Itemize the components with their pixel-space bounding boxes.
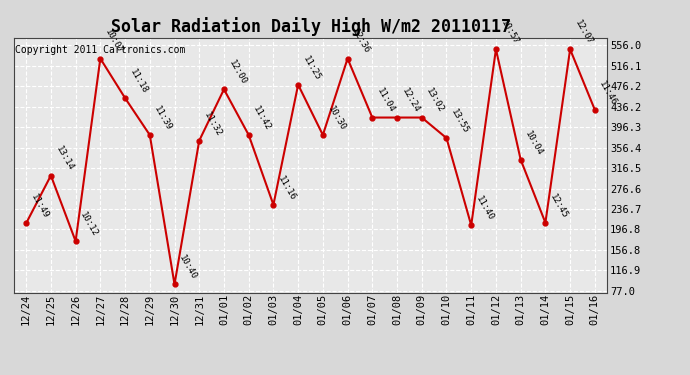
Text: 10:04: 10:04 [524, 129, 544, 157]
Text: 10:30: 10:30 [326, 104, 347, 132]
Title: Solar Radiation Daily High W/m2 20110117: Solar Radiation Daily High W/m2 20110117 [110, 17, 511, 36]
Text: 11:25: 11:25 [301, 54, 322, 82]
Text: 12:24: 12:24 [400, 87, 421, 115]
Text: 10:12: 10:12 [79, 211, 99, 238]
Text: 11:18: 11:18 [128, 68, 149, 95]
Text: 12:07: 12:07 [573, 19, 594, 46]
Text: 11:49: 11:49 [29, 193, 50, 220]
Text: 12:00: 12:00 [227, 59, 248, 87]
Text: 12:36: 12:36 [351, 28, 372, 56]
Text: 11:46: 11:46 [598, 79, 619, 107]
Text: 11:16: 11:16 [276, 174, 297, 202]
Text: 13:55: 13:55 [449, 108, 471, 135]
Text: 13:14: 13:14 [54, 145, 75, 173]
Text: 10:07: 10:07 [103, 28, 124, 56]
Text: 13:02: 13:02 [424, 87, 446, 115]
Text: 11:40: 11:40 [474, 195, 495, 222]
Text: 12:45: 12:45 [548, 192, 569, 220]
Text: 11:04: 11:04 [375, 87, 396, 115]
Text: 11:42: 11:42 [251, 104, 273, 132]
Text: 10:57: 10:57 [499, 19, 520, 46]
Text: 10:40: 10:40 [177, 254, 199, 282]
Text: 11:32: 11:32 [202, 110, 224, 138]
Text: Copyright 2011 Cartronics.com: Copyright 2011 Cartronics.com [15, 45, 186, 55]
Text: 11:39: 11:39 [152, 104, 174, 132]
